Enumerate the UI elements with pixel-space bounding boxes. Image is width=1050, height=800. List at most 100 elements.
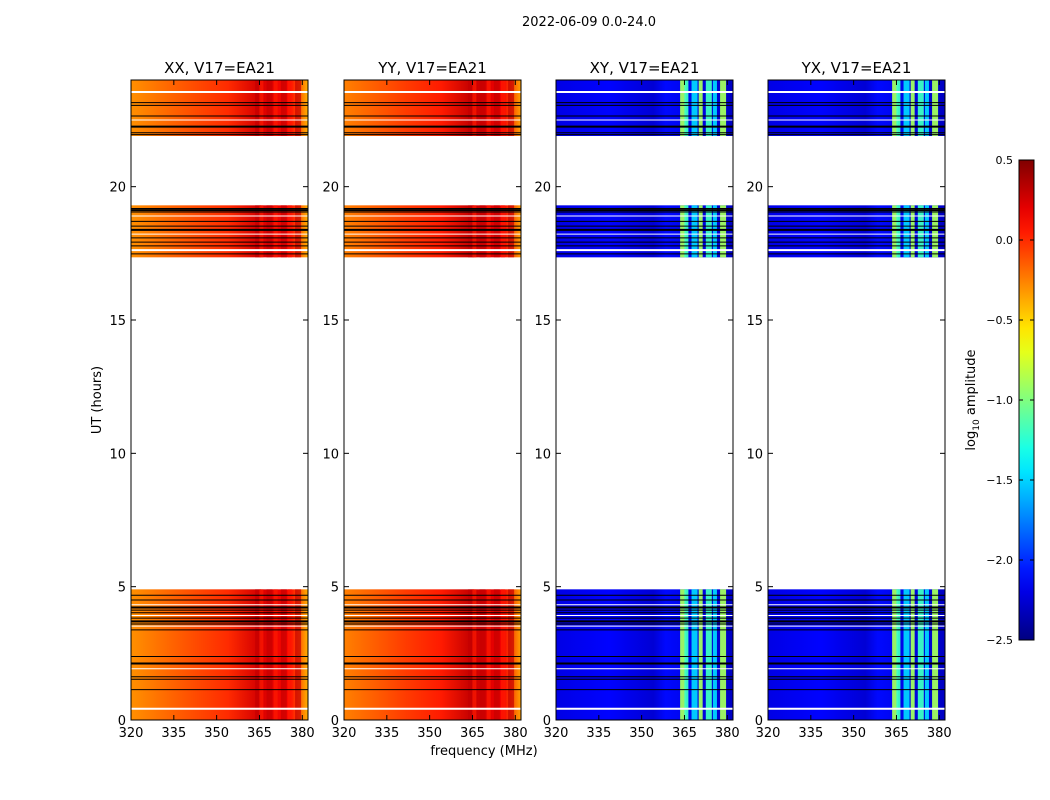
x-tick-label: 335 xyxy=(374,726,399,741)
rfi-column xyxy=(266,80,273,136)
y-tick-label: 20 xyxy=(746,181,763,196)
panel-3: XY, V17=EA21 320 335 350 365 380 0 5 10 15 20 xyxy=(534,59,739,741)
y-axis-label: UT (hours) xyxy=(90,366,105,434)
rfi-column xyxy=(903,80,910,136)
x-tick-label: 350 xyxy=(204,726,229,741)
rfi-column xyxy=(468,589,475,720)
x-tick-label: 335 xyxy=(798,726,823,741)
data-band xyxy=(556,205,733,258)
y-tick-label: 5 xyxy=(543,581,551,596)
rfi-column xyxy=(500,589,505,720)
rfi-column xyxy=(287,80,292,136)
rfi-column xyxy=(259,589,264,720)
rfi-column xyxy=(493,80,500,136)
rfi-column xyxy=(486,205,491,258)
rfi-column xyxy=(698,205,703,258)
x-tick-label: 335 xyxy=(161,726,186,741)
rfi-column xyxy=(255,205,262,258)
colorbar-tick-label: 0.0 xyxy=(996,234,1014,247)
rfi-column xyxy=(910,80,915,136)
x-tick-label: 365 xyxy=(672,726,697,741)
rfi-column xyxy=(280,80,287,136)
figure-suptitle: 2022-06-09 0.0-24.0 xyxy=(522,15,656,30)
x-tick-label: 320 xyxy=(756,726,781,741)
y-tick-label: 5 xyxy=(331,581,339,596)
data-band xyxy=(768,205,945,258)
rfi-column xyxy=(698,80,703,136)
rfi-column xyxy=(479,80,486,136)
rfi-column xyxy=(273,80,278,136)
x-tick-label: 350 xyxy=(417,726,442,741)
rfi-column xyxy=(932,589,939,720)
rfi-column xyxy=(280,205,287,258)
x-tick-label: 380 xyxy=(503,726,528,741)
rfi-column xyxy=(287,589,292,720)
rfi-column xyxy=(500,205,505,258)
rfi-column xyxy=(295,589,302,720)
colorbar-label-tail: amplitude xyxy=(964,349,979,419)
data-band xyxy=(131,589,308,720)
y-tick-label: 20 xyxy=(534,181,551,196)
rfi-column xyxy=(273,589,278,720)
colorbar-tick-label: −1.5 xyxy=(986,474,1013,487)
rfi-column xyxy=(472,589,477,720)
rfi-column xyxy=(680,80,687,136)
rfi-column xyxy=(705,80,712,136)
rfi-column xyxy=(712,205,717,258)
rfi-column xyxy=(684,205,689,258)
panel-title: XY, V17=EA21 xyxy=(590,59,700,77)
colorbar: 0.5 0.0 −0.5 −1.0 −1.5 −2.0 −2.5 log10 amplitud… xyxy=(964,154,1035,647)
y-tick-label: 5 xyxy=(118,581,126,596)
y-tick-label: 0 xyxy=(331,714,339,729)
rfi-column xyxy=(684,589,689,720)
data-band xyxy=(131,205,308,258)
x-tick-label: 380 xyxy=(927,726,952,741)
y-tick-label: 5 xyxy=(755,581,763,596)
rfi-column xyxy=(479,589,486,720)
rfi-column xyxy=(287,205,292,258)
colorbar-tick-label: −2.5 xyxy=(986,634,1013,647)
rfi-column xyxy=(255,80,262,136)
rfi-column xyxy=(295,205,302,258)
data-band xyxy=(768,589,945,720)
panel-title: XX, V17=EA21 xyxy=(164,59,275,77)
rfi-column xyxy=(932,80,939,136)
x-tick-label: 320 xyxy=(332,726,357,741)
rfi-column xyxy=(720,589,727,720)
rfi-column xyxy=(468,205,475,258)
rfi-column xyxy=(486,589,491,720)
x-tick-label: 335 xyxy=(586,726,611,741)
x-tick-label: 350 xyxy=(629,726,654,741)
rfi-column xyxy=(680,205,687,258)
y-tick-label: 0 xyxy=(755,714,763,729)
x-tick-label: 365 xyxy=(460,726,485,741)
rfi-column xyxy=(468,80,475,136)
rfi-column xyxy=(698,589,703,720)
rfi-column xyxy=(280,589,287,720)
y-tick-label: 15 xyxy=(109,314,126,329)
rfi-column xyxy=(684,80,689,136)
rfi-column xyxy=(691,589,698,720)
y-tick-label: 15 xyxy=(322,314,339,329)
rfi-column xyxy=(720,80,727,136)
panel-frame xyxy=(767,79,946,721)
rfi-column xyxy=(508,80,515,136)
panel-4: YX, V17=EA21 320 335 350 365 380 0 5 10 15 20 xyxy=(746,59,951,741)
rfi-column xyxy=(691,80,698,136)
rfi-column xyxy=(917,80,924,136)
colorbar-label: log10 amplitude xyxy=(964,349,982,450)
x-tick-label: 320 xyxy=(119,726,144,741)
colorbar-label-sub: 10 xyxy=(972,419,982,431)
rfi-column xyxy=(266,589,273,720)
rfi-column xyxy=(896,589,901,720)
y-tick-label: 0 xyxy=(543,714,551,729)
rfi-column xyxy=(910,205,915,258)
x-tick-label: 380 xyxy=(290,726,315,741)
panel-4-image xyxy=(768,80,945,720)
rfi-column xyxy=(691,205,698,258)
rfi-column xyxy=(917,589,924,720)
rfi-column xyxy=(903,205,910,258)
rfi-column xyxy=(712,589,717,720)
colorbar-tick-label: 0.5 xyxy=(996,154,1014,167)
